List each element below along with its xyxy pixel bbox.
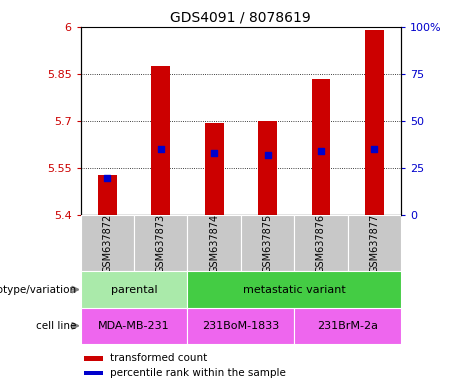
- Text: genotype/variation: genotype/variation: [0, 285, 76, 295]
- Text: transformed count: transformed count: [110, 353, 207, 363]
- Bar: [188, 308, 294, 344]
- Bar: [365, 30, 384, 215]
- Bar: [81, 308, 188, 344]
- Point: [211, 150, 218, 156]
- Text: metastatic variant: metastatic variant: [243, 285, 346, 295]
- Text: GSM637874: GSM637874: [209, 214, 219, 273]
- Bar: [84, 371, 103, 375]
- Text: MDA-MB-231: MDA-MB-231: [98, 321, 170, 331]
- Bar: [294, 215, 348, 271]
- Text: GSM637872: GSM637872: [102, 214, 112, 273]
- Bar: [81, 215, 134, 271]
- Point: [317, 148, 325, 154]
- Bar: [205, 123, 224, 215]
- Bar: [294, 308, 401, 344]
- Point: [371, 146, 378, 152]
- Text: GSM637873: GSM637873: [156, 214, 166, 273]
- Bar: [188, 271, 401, 308]
- Text: 231BrM-2a: 231BrM-2a: [317, 321, 378, 331]
- Title: GDS4091 / 8078619: GDS4091 / 8078619: [171, 10, 311, 24]
- Point: [104, 175, 111, 181]
- Text: GSM637876: GSM637876: [316, 214, 326, 273]
- Point: [157, 146, 165, 152]
- Bar: [84, 356, 103, 361]
- Bar: [188, 215, 241, 271]
- Bar: [348, 215, 401, 271]
- Bar: [151, 66, 170, 215]
- Bar: [134, 215, 188, 271]
- Text: GSM637875: GSM637875: [263, 214, 272, 273]
- Bar: [312, 79, 331, 215]
- Bar: [98, 175, 117, 215]
- Bar: [81, 271, 188, 308]
- Bar: [241, 215, 294, 271]
- Text: cell line: cell line: [35, 321, 76, 331]
- Point: [264, 152, 271, 158]
- Text: parental: parental: [111, 285, 157, 295]
- Text: 231BoM-1833: 231BoM-1833: [202, 321, 279, 331]
- Bar: [258, 121, 277, 215]
- Text: GSM637877: GSM637877: [369, 214, 379, 273]
- Text: percentile rank within the sample: percentile rank within the sample: [110, 368, 285, 378]
